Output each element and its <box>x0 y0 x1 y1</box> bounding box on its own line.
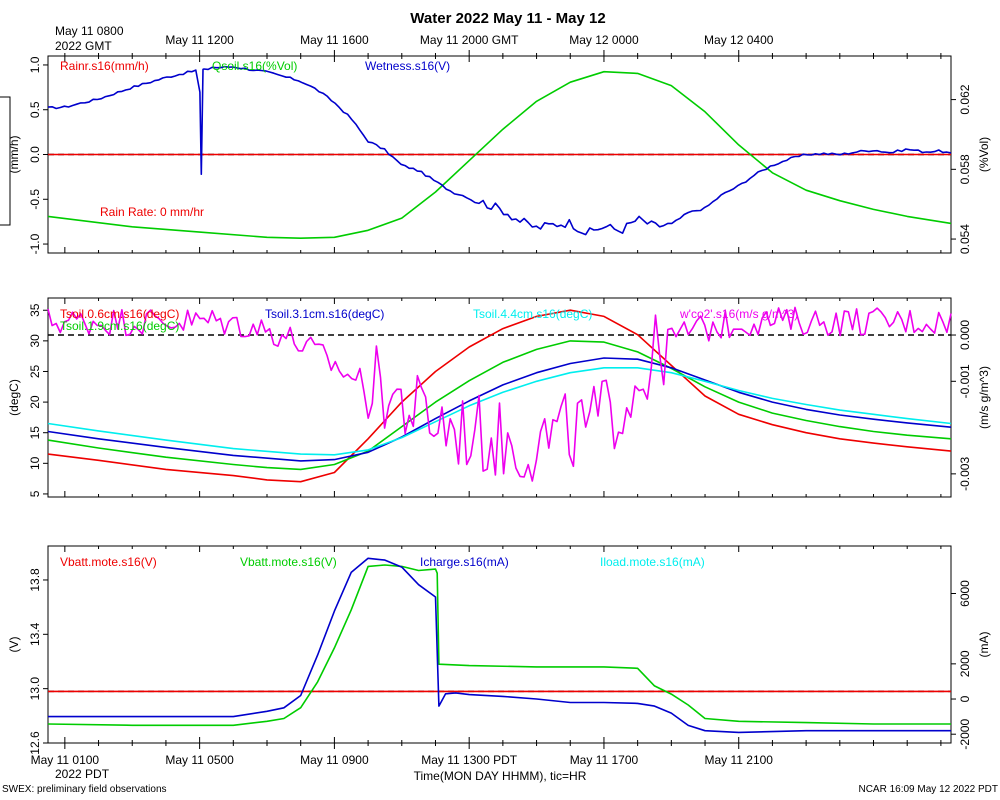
left-tick-label: 30 <box>28 334 42 348</box>
rain-rate-annotation: Rain Rate: 0 mm/hr <box>100 205 204 219</box>
legend-entry: Vbatt.mote.s16(V) <box>60 555 157 569</box>
right-tick-label: 0 <box>958 695 972 702</box>
left-axis-label: (degC) <box>7 379 21 416</box>
left-tick-label: 13.0 <box>28 677 42 701</box>
legend-entry: w'co2'.s16(m/s g/m^3) <box>679 307 798 321</box>
legend-entry: Tsoil.3.1cm.s16(degC) <box>265 307 384 321</box>
bottom-start-label-2: 2022 PDT <box>55 767 110 781</box>
left-tick-label: 0.0 <box>28 146 42 163</box>
left-tick-label: 15 <box>28 426 42 440</box>
left-tick-label: 20 <box>28 395 42 409</box>
right-tick-label: -0.003 <box>958 457 972 491</box>
right-tick-label: 0.058 <box>958 154 972 184</box>
top-start-label-2: 2022 GMT <box>55 39 112 53</box>
bottom-tick-label: May 11 1300 PDT <box>421 753 517 767</box>
bottom-tick-label: May 11 1700 <box>570 753 639 767</box>
left-tick-label: 0.5 <box>28 101 42 118</box>
legend-entry: Qsoil.s16(%Vol) <box>212 59 297 73</box>
top-start-label-1: May 11 0800 <box>55 24 124 38</box>
left-tick-label: 1.0 <box>28 56 42 73</box>
left-tick-label: 5 <box>28 490 42 497</box>
left-tick-label: -1.0 <box>28 233 42 254</box>
right-tick-label: 6000 <box>958 580 972 607</box>
legend-entry: Wetness.s16(V) <box>365 59 450 73</box>
left-tick-label: -0.5 <box>28 189 42 210</box>
left-tick-label: 12.6 <box>28 731 42 755</box>
panel-frame <box>47 297 952 498</box>
series-line <box>48 557 951 734</box>
x-axis-label: Time(MON DAY HHMM), tic=HR <box>414 769 587 783</box>
series-line <box>47 306 952 482</box>
series-line <box>47 366 952 456</box>
battery-panel: 12.6 13.0 13.4 13.8 -2000 0 2000 6000 (V) (mA) Vba… <box>7 545 991 755</box>
left-axis-label: (V) <box>7 637 21 653</box>
legend-entry: Rainr.s16(mm/h) <box>60 59 149 73</box>
right-tick-label: 0.062 <box>958 84 972 114</box>
right-tick-label: -0.001 <box>958 364 972 398</box>
legend-entry: Iload.mote.s16(mA) <box>600 555 705 569</box>
top-tick-label: May 11 2000 GMT <box>420 33 519 47</box>
side-legend-box <box>0 96 11 226</box>
top-tick-label: May 11 1600 <box>300 33 369 47</box>
right-tick-label: 0.054 <box>958 224 972 254</box>
soil-temperature-panel: 5 10 15 20 25 30 35 -0.003 -0.001 0.000 (degC) (m/s… <box>7 297 991 498</box>
left-tick-label: 10 <box>28 456 42 470</box>
top-time-axis: May 11 1200 May 11 1600 May 11 2000 GMT May… <box>64 33 942 56</box>
series-line <box>47 564 951 727</box>
series-line <box>47 65 952 236</box>
legend-entry: Tsoil.1.9cm.s16(degC) <box>60 319 179 333</box>
right-tick-label: -2000 <box>958 719 972 750</box>
bottom-time-axis: May 11 0100 May 11 0500 May 11 0900 May 11 … <box>31 743 942 767</box>
bottom-tick-label: May 11 0900 <box>300 753 369 767</box>
top-tick-label: May 11 1200 <box>165 33 234 47</box>
bottom-tick-label: May 11 2100 <box>704 753 773 767</box>
series-line <box>47 309 952 483</box>
legend-entry: Vbatt.mote.s16(V) <box>240 555 337 569</box>
series-line <box>47 357 952 462</box>
right-axis-label: (%Vol) <box>977 137 991 172</box>
panel-frame <box>47 545 952 744</box>
left-tick-label: 25 <box>28 364 42 378</box>
right-axis-label: (m/s g/m^3) <box>977 366 991 429</box>
legend-entry: Tsoil.0.6cm.s16(degC) <box>60 307 179 321</box>
series-line <box>47 340 952 471</box>
left-tick-label: 13.8 <box>28 568 42 592</box>
right-tick-label: 2000 <box>958 650 972 677</box>
figure-title: Water 2022 May 11 - May 12 <box>410 10 605 27</box>
right-tick-label: 0.000 <box>958 320 972 350</box>
footer-right: NCAR 16:09 May 12 2022 PDT <box>858 784 998 795</box>
left-tick-label: 35 <box>28 303 42 317</box>
rain-moisture-panel: -1.0 -0.5 0.0 0.5 1.0 0.054 0.058 0.062 (mm/h) (%… <box>7 55 991 254</box>
bottom-tick-label: May 11 0500 <box>165 753 234 767</box>
top-tick-label: May 12 0400 <box>704 33 774 47</box>
right-axis-label: (mA) <box>977 632 991 658</box>
legend-entry: Icharge.s16(mA) <box>420 555 509 569</box>
series-line <box>47 70 952 239</box>
footer-left: SWEX: preliminary field observations <box>2 784 167 795</box>
top-tick-label: May 12 0000 <box>569 33 639 47</box>
legend-entry: Tsoil.4.4cm.s16(degC) <box>473 307 592 321</box>
left-tick-label: 13.4 <box>28 622 42 646</box>
left-axis-label: (mm/h) <box>7 136 21 174</box>
bottom-tick-label: May 11 0100 <box>31 753 100 767</box>
